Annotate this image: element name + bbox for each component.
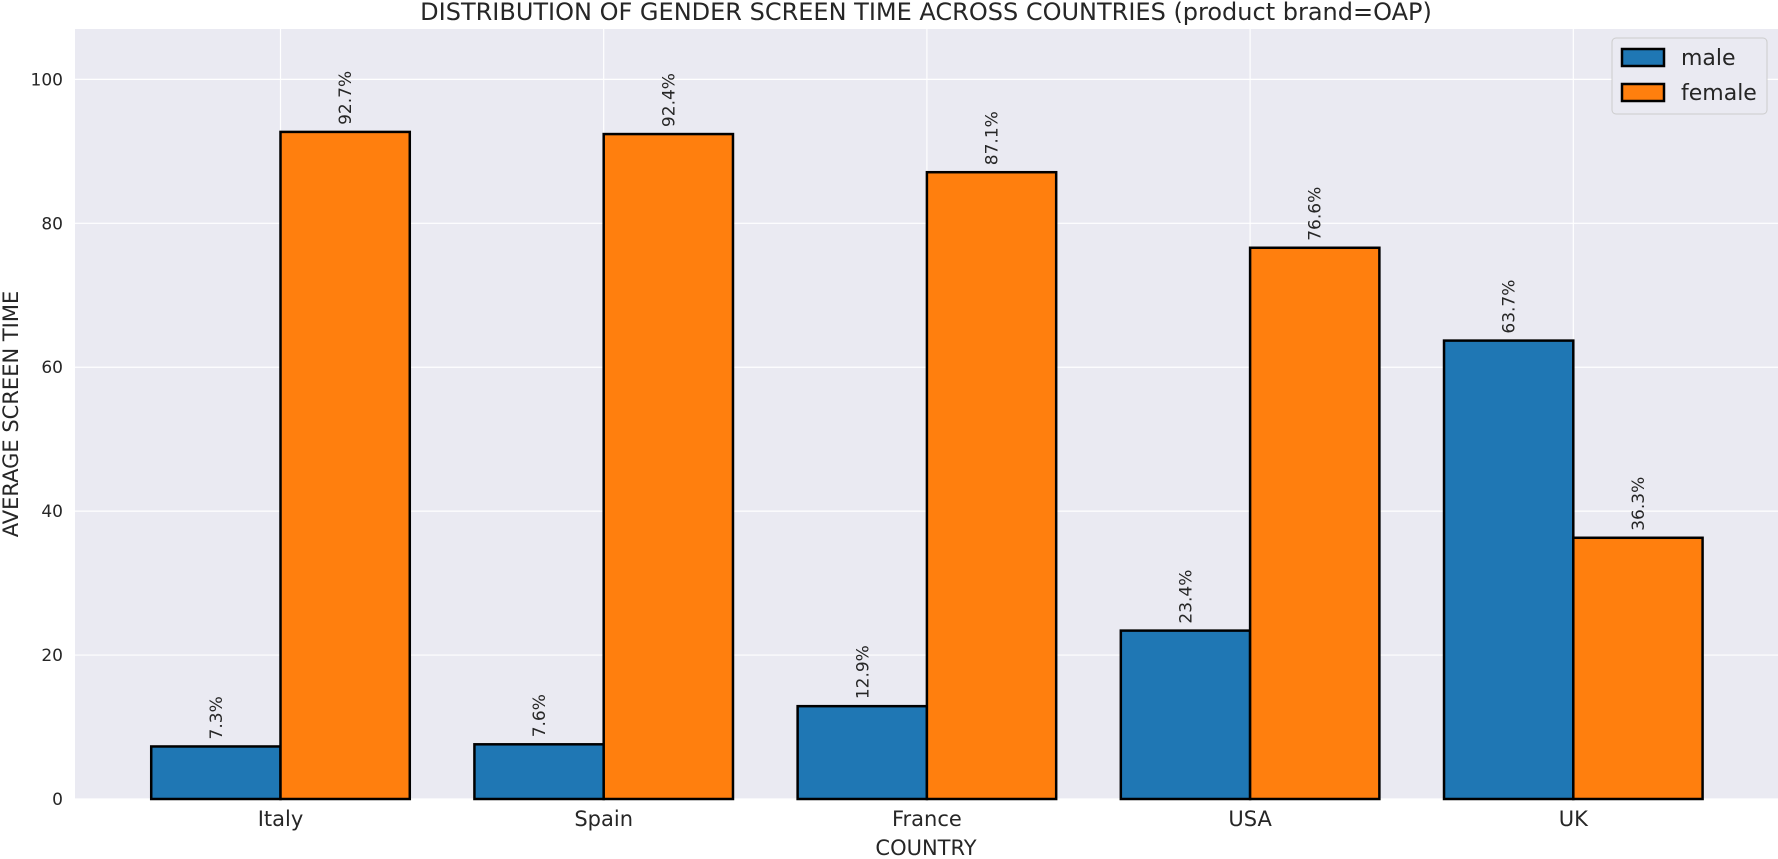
bar-female-uk	[1572, 536, 1704, 801]
x-tick-label-france: France	[892, 807, 962, 831]
y-axis-label: AVERAGE SCREEN TIME	[0, 291, 23, 538]
chart-title: DISTRIBUTION OF GENDER SCREEN TIME ACROS…	[420, 0, 1432, 26]
x-axis-label: COUNTRY	[875, 836, 976, 859]
value-label-female-france: 87.1%	[983, 111, 1003, 165]
legend: male female	[1611, 37, 1768, 115]
y-axis-ticks: 0 20 40 60 80 100	[31, 70, 63, 810]
value-label-male-italy: 7.3%	[207, 696, 227, 739]
x-tick-label-usa: USA	[1228, 807, 1272, 831]
bar-female-usa	[1248, 246, 1381, 801]
value-label-female-italy: 92.7%	[336, 71, 356, 125]
value-labels: 7.3% 7.6% 12.9% 23.4% 63.7% 92.7% 92.4% 87.1% 76…	[207, 71, 1649, 740]
bar-male-uk	[1442, 339, 1575, 801]
x-tick-label-uk: UK	[1559, 807, 1589, 831]
value-label-female-uk: 36.3%	[1629, 477, 1649, 531]
legend-label-female: female	[1681, 81, 1757, 106]
bars	[149, 130, 1704, 801]
y-tick-label: 80	[41, 214, 63, 234]
value-label-male-france: 12.9%	[853, 645, 873, 699]
legend-label-male: male	[1681, 46, 1736, 71]
legend-swatch-male	[1620, 47, 1666, 68]
bar-female-spain	[602, 132, 735, 801]
bar-male-italy	[149, 745, 282, 801]
bar-male-spain	[473, 743, 605, 801]
y-tick-label: 100	[31, 70, 63, 90]
y-tick-label: 0	[52, 790, 63, 810]
x-tick-label-spain: Spain	[574, 807, 633, 831]
bar-female-italy	[279, 130, 412, 801]
x-axis-ticks: Italy Spain France USA UK	[258, 807, 1589, 831]
value-label-male-uk: 63.7%	[1500, 280, 1520, 334]
y-tick-label: 40	[41, 502, 63, 522]
value-label-female-spain: 92.4%	[659, 73, 679, 127]
value-label-male-spain: 7.6%	[530, 694, 550, 737]
y-tick-label: 60	[41, 358, 63, 378]
value-label-male-usa: 23.4%	[1176, 570, 1196, 624]
legend-swatch-female	[1620, 82, 1666, 103]
bar-female-france	[925, 170, 1058, 801]
value-label-female-usa: 76.6%	[1306, 187, 1326, 241]
bar-male-france	[796, 704, 929, 801]
y-tick-label: 20	[41, 646, 63, 666]
x-tick-label-italy: Italy	[258, 807, 304, 831]
bar-male-usa	[1119, 629, 1252, 801]
